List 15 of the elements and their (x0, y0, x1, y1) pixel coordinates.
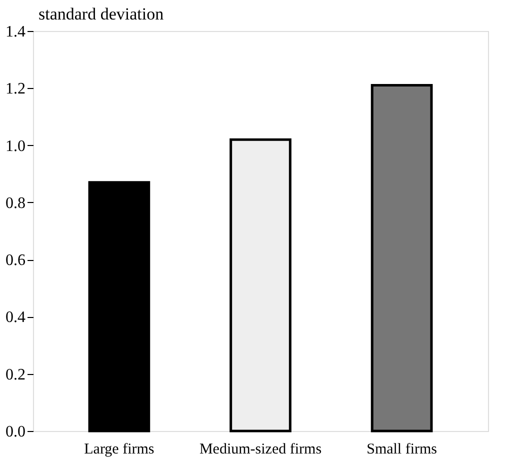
y-tick-label: 0.4 (6, 309, 26, 326)
y-tick-label: 0.0 (6, 424, 26, 440)
y-axis-title: standard deviation (38, 4, 164, 24)
y-tick-label: 1.2 (6, 80, 26, 98)
y-tick-label: 1.4 (6, 24, 26, 40)
bar (230, 138, 292, 432)
bar (370, 84, 433, 432)
y-tick-label: 0.2 (6, 366, 26, 384)
x-tick-label: Small firms (366, 442, 438, 458)
x-tick-label: Medium-sized firms (199, 442, 322, 458)
y-tick-label: 1.0 (6, 138, 26, 155)
y-tick-label: 0.8 (6, 194, 26, 212)
y-tick-label: 0.6 (6, 252, 26, 270)
x-tick-label: Large firms (84, 442, 154, 458)
bar (88, 181, 150, 432)
